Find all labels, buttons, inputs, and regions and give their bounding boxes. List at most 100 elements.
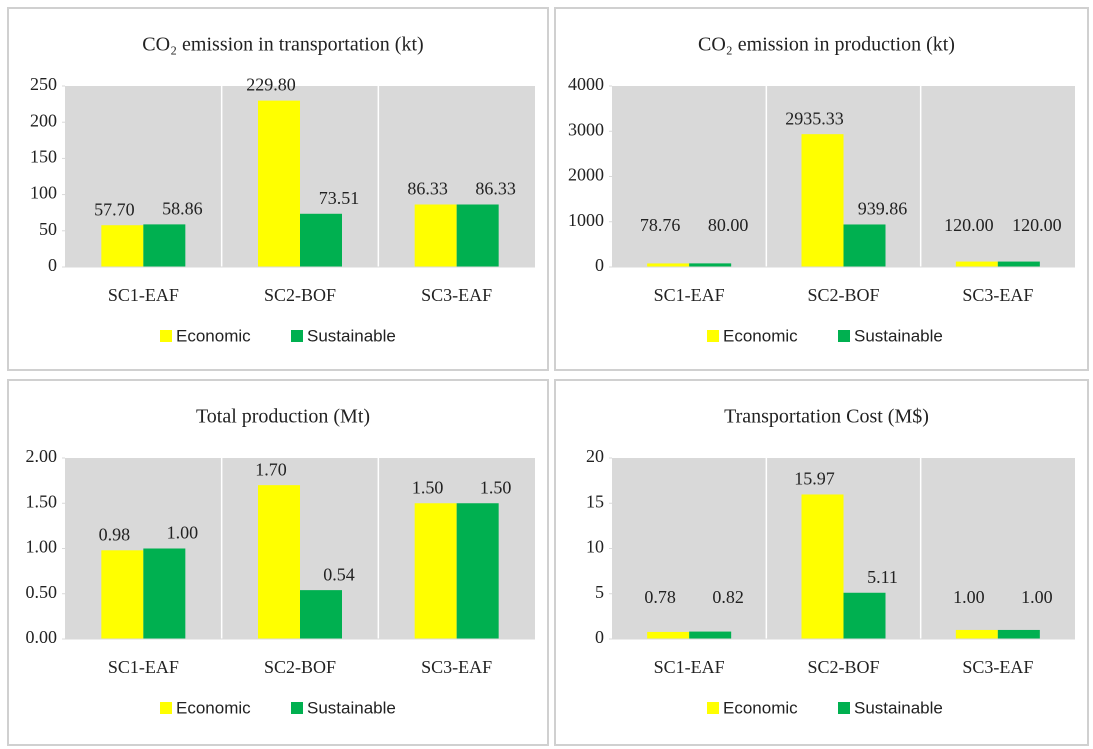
x-tick-label: SC2-BOF <box>807 285 879 305</box>
y-tick-label: 1.50 <box>26 491 58 511</box>
x-tick-label: SC1-EAF <box>654 285 725 305</box>
legend-swatch <box>838 702 850 714</box>
data-label: 86.33 <box>475 179 516 199</box>
x-tick-label: SC2-BOF <box>807 657 879 677</box>
y-tick-label: 50 <box>39 219 57 239</box>
bar <box>997 261 1040 267</box>
y-tick-label: 150 <box>30 147 57 167</box>
bar <box>258 485 300 639</box>
y-tick-label: 0 <box>595 255 604 275</box>
legend-label: Economic <box>723 326 798 345</box>
bar <box>689 263 732 267</box>
legend-label: Sustainable <box>854 326 943 345</box>
data-label: 0.82 <box>712 587 744 607</box>
x-tick-label: SC1-EAF <box>108 285 179 305</box>
data-label: 80.00 <box>708 215 749 235</box>
x-tick-label: SC3-EAF <box>421 657 492 677</box>
data-label: 73.51 <box>319 188 360 208</box>
data-label: 1.70 <box>255 459 287 479</box>
data-label: 86.33 <box>407 179 448 199</box>
bar <box>843 224 886 267</box>
chart-title: Transportation Cost (M$) <box>724 406 929 428</box>
y-tick-label: 100 <box>30 183 57 203</box>
data-label: 57.70 <box>94 199 135 219</box>
data-label: 78.76 <box>640 215 681 235</box>
bar <box>258 100 300 267</box>
y-tick-label: 2000 <box>568 165 604 185</box>
x-tick-label: SC3-EAF <box>421 285 492 305</box>
legend-label: Economic <box>176 698 251 717</box>
chart-title: CO₂ emission in production (kt) <box>698 34 955 56</box>
bar <box>955 629 998 639</box>
data-label: 1.50 <box>480 477 512 497</box>
legend-label: Sustainable <box>307 326 396 345</box>
x-tick-label: SC1-EAF <box>108 657 179 677</box>
bar <box>143 224 186 267</box>
legend-swatch <box>838 330 850 342</box>
y-tick-label: 200 <box>30 110 57 130</box>
bar <box>456 503 499 639</box>
y-tick-label: 1000 <box>568 210 604 230</box>
bar <box>414 503 457 639</box>
y-tick-label: 4000 <box>568 74 604 94</box>
y-tick-label: 250 <box>30 74 57 94</box>
data-label: 0.78 <box>644 587 676 607</box>
chart-title: CO₂ emission in transportation (kt) <box>142 34 423 56</box>
x-tick-label: SC3-EAF <box>962 657 1033 677</box>
legend-label: Economic <box>723 698 798 717</box>
bar <box>300 213 342 267</box>
x-tick-label: SC1-EAF <box>654 657 725 677</box>
y-tick-label: 0 <box>48 255 57 275</box>
data-label: 1.50 <box>412 477 444 497</box>
data-label: 120.00 <box>944 215 994 235</box>
x-tick-label: SC3-EAF <box>962 285 1033 305</box>
y-tick-label: 2.00 <box>26 446 58 466</box>
y-tick-label: 10 <box>586 537 604 557</box>
data-label: 120.00 <box>1012 215 1062 235</box>
y-tick-label: 3000 <box>568 119 604 139</box>
bar <box>300 590 342 639</box>
x-tick-label: SC2-BOF <box>264 285 336 305</box>
legend-swatch <box>291 330 303 342</box>
bar <box>689 631 732 639</box>
data-label: 939.86 <box>858 199 908 219</box>
data-label: 0.54 <box>323 564 355 584</box>
bar <box>801 494 844 639</box>
y-tick-label: 5 <box>595 582 604 602</box>
data-label: 5.11 <box>867 567 898 587</box>
legend-label: Sustainable <box>854 698 943 717</box>
legend-label: Sustainable <box>307 698 396 717</box>
legend-label: Economic <box>176 326 251 345</box>
data-label: 1.00 <box>1021 587 1053 607</box>
data-label: 1.00 <box>167 523 199 543</box>
data-label: 1.00 <box>953 587 985 607</box>
y-tick-label: 20 <box>586 446 604 466</box>
legend-swatch <box>707 330 719 342</box>
x-tick-label: SC2-BOF <box>264 657 336 677</box>
bar <box>647 263 690 267</box>
data-label: 15.97 <box>794 469 835 489</box>
bar <box>101 550 144 639</box>
legend-swatch <box>160 702 172 714</box>
data-label: 0.98 <box>99 524 131 544</box>
bar <box>143 548 186 639</box>
bar <box>456 204 499 267</box>
bar <box>414 204 457 267</box>
bar <box>997 629 1040 639</box>
legend-swatch <box>291 702 303 714</box>
chart-title: Total production (Mt) <box>196 406 370 428</box>
legend-swatch <box>707 702 719 714</box>
bar <box>843 592 886 639</box>
y-tick-label: 1.00 <box>26 537 58 557</box>
bar <box>955 261 998 267</box>
legend-swatch <box>160 330 172 342</box>
y-tick-label: 15 <box>586 491 604 511</box>
data-label: 58.86 <box>162 199 203 219</box>
bar <box>101 225 144 267</box>
bar <box>647 631 690 639</box>
data-label: 2935.33 <box>785 108 844 128</box>
bar <box>801 134 844 267</box>
y-tick-label: 0.50 <box>26 582 58 602</box>
y-tick-label: 0.00 <box>26 627 58 647</box>
y-tick-label: 0 <box>595 627 604 647</box>
